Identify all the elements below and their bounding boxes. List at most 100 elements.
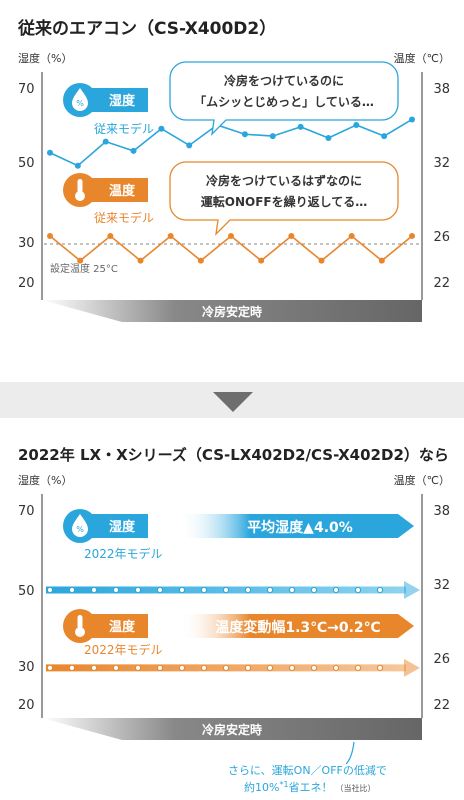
humidity-point [134, 586, 142, 594]
bubble1-line1: 冷房をつけているのに [224, 73, 344, 88]
temperature-arrowhead [404, 658, 420, 677]
humidity-point [46, 586, 54, 594]
humidity-point [269, 133, 276, 140]
humidity-point [376, 586, 384, 594]
humidity-point [222, 586, 230, 594]
left-tick-70: 70 [18, 504, 35, 519]
humidity-point [186, 142, 193, 149]
right-tick-32: 32 [433, 156, 450, 171]
humidity-point [310, 586, 318, 594]
bottom-panel: 2022年 LX・Xシリーズ（CS-LX402D2/CS-X402D2）なら [0, 418, 464, 800]
left-tick-30: 30 [18, 236, 35, 251]
temperature-point [77, 257, 84, 264]
temperature-point [47, 233, 53, 239]
humidity-arrowhead [404, 581, 420, 599]
right-tick-38: 38 [433, 82, 450, 97]
left-tick-50: 50 [18, 156, 35, 171]
temperature-point [197, 257, 204, 264]
temperature-point [222, 664, 230, 671]
humidity-badge-label: 湿度 [109, 93, 136, 109]
right-axis-label-bottom: 温度（℃） [394, 473, 450, 487]
left-axis-label-bottom: 湿度（%） [18, 473, 72, 487]
left-tick-20: 20 [18, 276, 35, 291]
stable-cooling-label-bottom: 冷房安定時 [202, 722, 262, 737]
temperature-point [46, 664, 54, 671]
right-tick-38: 38 [433, 504, 450, 519]
humidity-point [156, 586, 164, 594]
right-tick-32: 32 [433, 578, 450, 593]
temperature-point [244, 664, 252, 671]
setpoint-label: 設定温度 25°C [50, 262, 118, 275]
note-pointer [345, 741, 355, 765]
humidity-badge-label-bottom: 湿度 [109, 519, 136, 535]
humidity-point [68, 586, 76, 594]
temperature-badge: 温度 [63, 173, 148, 207]
temperature-point [68, 664, 76, 671]
temperature-point [137, 257, 144, 264]
humidity-point [112, 586, 120, 594]
top-title: 従来のエアコン（CS-X400D2） [18, 19, 277, 39]
note-line1: さらに、運転ON／OFFの低減で [228, 763, 387, 777]
droplet-icon [72, 514, 88, 537]
temperature-badge-label-bottom: 温度 [109, 619, 136, 635]
bubble2-line1: 冷房をつけているはずなのに [206, 173, 362, 188]
humidity-point [90, 586, 98, 594]
temperature-callout-text: 温度変動幅1.3℃→0.2℃ [215, 619, 380, 636]
temperature-point [228, 233, 234, 239]
right-tick-22: 22 [433, 698, 450, 713]
bottom-title: 2022年 LX・Xシリーズ（CS-LX402D2/CS-X402D2）なら [18, 446, 449, 464]
humidity-callout-text: 平均湿度▲4.0% [247, 519, 353, 536]
stable-cooling-bar [42, 300, 422, 322]
temperature-point [200, 664, 208, 671]
temperature-point [310, 664, 318, 671]
right-axis-label: 温度（℃） [394, 51, 450, 65]
left-tick-30: 30 [18, 660, 35, 675]
humidity-callout-arrow: 平均湿度▲4.0% [180, 514, 414, 538]
right-tick-22: 22 [433, 276, 450, 291]
temperature-point [156, 664, 164, 671]
temperature-point [167, 233, 174, 239]
temperature-model-label-bottom: 2022年モデル [84, 642, 163, 657]
temperature-point [288, 664, 296, 671]
bottom-chart: 湿度（%） 温度（℃） 70 50 30 20 38 32 26 22 % 湿度 2022年… [18, 473, 450, 794]
temperature-point [348, 233, 355, 239]
left-tick-50: 50 [18, 584, 35, 599]
humidity-point [130, 147, 137, 154]
temperature-model-label: 従来モデル [94, 210, 154, 225]
humidity-point [244, 586, 252, 594]
humidity-point [102, 138, 109, 145]
humidity-point [353, 122, 360, 128]
temperature-point [332, 664, 340, 671]
left-axis-label: 湿度（%） [18, 51, 72, 65]
humidity-point [297, 123, 304, 130]
transition-gap [0, 382, 464, 418]
bubble1-line2: 「ムシッとじめっと」している… [194, 94, 374, 109]
humidity-point [47, 149, 53, 156]
humidity-badge-bottom: % 湿度 [63, 509, 148, 543]
stable-cooling-bar-bottom [42, 718, 422, 740]
temperature-callout-arrow: 温度変動幅1.3℃→0.2℃ [180, 614, 414, 638]
thermometer-icon [77, 615, 83, 629]
temperature-point [288, 233, 295, 239]
thermometer-icon [77, 179, 83, 193]
temperature-point [107, 233, 114, 239]
humidity-point [325, 134, 332, 141]
humidity-badge: % 湿度 [63, 83, 148, 117]
speech-bubble-1: 冷房をつけているのに 「ムシッとじめっと」している… [169, 61, 399, 136]
humidity-point [354, 586, 362, 594]
temperature-line [49, 234, 413, 262]
humidity-line [49, 118, 413, 167]
temperature-point [178, 664, 186, 671]
percent-icon: % [76, 99, 84, 108]
temperature-point [409, 233, 415, 239]
humidity-point [332, 586, 340, 594]
note-line2: 約10%*1省エネ！ （当社比） [244, 780, 376, 794]
humidity-model-label-bottom: 2022年モデル [84, 546, 163, 561]
humidity-point [158, 125, 165, 132]
humidity-point [74, 162, 81, 169]
humidity-point [381, 133, 388, 140]
droplet-icon [72, 88, 88, 111]
humidity-point [178, 586, 186, 594]
temperature-point [258, 257, 265, 264]
